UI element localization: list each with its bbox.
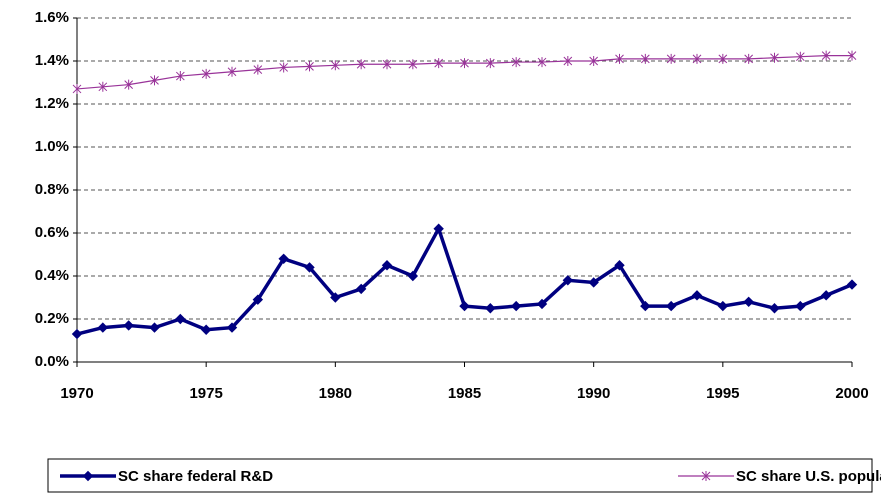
marker xyxy=(614,260,625,271)
marker xyxy=(201,68,211,79)
x-tick-label: 2000 xyxy=(835,385,868,402)
marker xyxy=(615,53,624,64)
marker xyxy=(485,303,496,314)
y-tick-label: 1.0% xyxy=(35,138,69,155)
marker xyxy=(150,75,159,86)
marker xyxy=(460,58,469,69)
marker xyxy=(355,283,367,295)
marker xyxy=(510,300,522,312)
marker xyxy=(356,59,366,70)
marker xyxy=(589,56,599,66)
marker xyxy=(820,290,832,301)
marker xyxy=(821,50,831,61)
marker xyxy=(666,53,676,64)
y-tick-label: 1.4% xyxy=(35,52,69,69)
marker xyxy=(665,300,677,312)
marker xyxy=(226,322,238,333)
x-tick-label: 1995 xyxy=(706,385,739,402)
marker xyxy=(434,58,444,69)
marker xyxy=(692,53,702,64)
x-tick-label: 1990 xyxy=(577,385,610,402)
marker xyxy=(200,324,212,335)
y-tick-label: 1.6% xyxy=(35,9,69,26)
marker xyxy=(847,50,857,61)
marker xyxy=(227,66,237,77)
x-tick-label: 1970 xyxy=(60,385,93,402)
y-tick-label: 1.2% xyxy=(35,95,69,112)
marker xyxy=(717,300,729,312)
marker xyxy=(72,83,82,94)
marker xyxy=(691,290,703,301)
x-tick-label: 1980 xyxy=(319,385,352,402)
marker xyxy=(408,59,418,70)
marker xyxy=(382,59,392,70)
marker xyxy=(588,277,599,288)
marker xyxy=(562,275,574,286)
marker xyxy=(123,320,134,331)
marker xyxy=(304,262,315,273)
marker xyxy=(563,56,573,66)
marker xyxy=(149,322,160,333)
marker xyxy=(253,64,263,75)
legend-label: SC share U.S. population xyxy=(736,468,881,485)
marker xyxy=(769,303,780,314)
marker xyxy=(279,62,289,73)
marker xyxy=(175,313,186,325)
marker xyxy=(330,292,341,303)
marker xyxy=(640,53,650,64)
marker xyxy=(511,57,521,68)
marker xyxy=(124,79,134,90)
x-tick-label: 1975 xyxy=(189,385,222,402)
legend-label: SC share federal R&D xyxy=(118,468,273,485)
series-line xyxy=(76,224,853,336)
x-tick-label: 1985 xyxy=(448,385,481,402)
marker xyxy=(175,71,185,82)
marker xyxy=(330,60,340,71)
marker xyxy=(98,81,108,92)
marker xyxy=(640,300,651,312)
legend-box xyxy=(47,458,873,493)
marker xyxy=(536,298,548,310)
marker xyxy=(846,279,858,290)
marker xyxy=(718,53,728,64)
marker xyxy=(252,294,264,305)
y-tick-label: 0.4% xyxy=(35,267,69,284)
legend-marker xyxy=(82,470,94,482)
y-tick-label: 0.0% xyxy=(35,353,69,370)
marker xyxy=(433,223,444,234)
marker xyxy=(71,328,83,340)
marker xyxy=(744,53,754,64)
marker xyxy=(537,57,547,68)
y-tick-label: 0.6% xyxy=(35,224,69,241)
marker xyxy=(770,52,779,63)
marker xyxy=(278,253,289,265)
legend-marker xyxy=(701,471,711,481)
marker xyxy=(459,300,470,312)
marker xyxy=(743,296,754,308)
marker xyxy=(795,51,805,62)
marker xyxy=(381,260,393,271)
marker xyxy=(97,322,109,333)
marker xyxy=(485,58,495,69)
y-tick-label: 0.8% xyxy=(35,181,69,198)
marker xyxy=(407,270,419,282)
marker xyxy=(795,300,806,312)
y-tick-label: 0.2% xyxy=(35,310,69,327)
marker xyxy=(305,61,314,72)
